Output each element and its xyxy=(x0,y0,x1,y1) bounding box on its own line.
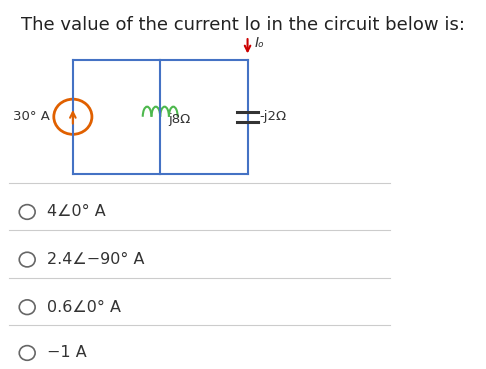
Text: 4∠0° A: 4∠0° A xyxy=(47,204,106,220)
Text: j8Ω: j8Ω xyxy=(168,113,191,126)
Text: 2.4∠−90° A: 2.4∠−90° A xyxy=(47,252,144,267)
Text: The value of the current lo in the circuit below is:: The value of the current lo in the circu… xyxy=(21,16,465,34)
Text: Iₒ: Iₒ xyxy=(255,36,264,50)
Text: 3⁢0° A: 3⁢0° A xyxy=(13,110,50,123)
Text: −1 A: −1 A xyxy=(47,345,87,361)
Text: -j2Ω: -j2Ω xyxy=(260,110,287,123)
Text: 0.6∠0° A: 0.6∠0° A xyxy=(47,300,121,315)
